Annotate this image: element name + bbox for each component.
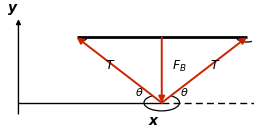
- Text: x: x: [148, 114, 157, 128]
- Text: T: T: [210, 59, 217, 72]
- Text: y: y: [8, 1, 17, 15]
- Text: $F_B$: $F_B$: [171, 59, 186, 74]
- Text: $\theta$: $\theta$: [180, 86, 188, 98]
- Text: T: T: [105, 59, 113, 72]
- Text: $\theta$: $\theta$: [134, 86, 143, 98]
